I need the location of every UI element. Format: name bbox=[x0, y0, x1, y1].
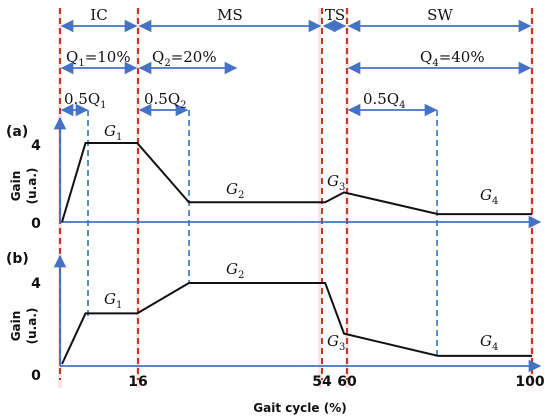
panel-a-tag: (a) bbox=[6, 124, 28, 140]
phase-label-sw: SW bbox=[427, 6, 453, 24]
q1-label: Q1=10% bbox=[66, 48, 131, 69]
guide-lines bbox=[87, 110, 438, 358]
panel-b-gain-curve bbox=[61, 282, 532, 365]
panel-b-label-g3: G3 bbox=[327, 332, 345, 353]
panel-b-label-g2: G2 bbox=[226, 260, 244, 281]
x-tick-100: 100 bbox=[515, 374, 544, 390]
x-tick-60: 60 bbox=[337, 374, 357, 390]
phase-label-ic: IC bbox=[90, 6, 107, 24]
panel-a-axes bbox=[53, 116, 542, 229]
panel-a-gain-curve bbox=[61, 142, 532, 223]
x-axis-title: Gait cycle (%) bbox=[253, 401, 346, 415]
panel-b-gain-title: Gain bbox=[9, 311, 23, 342]
panel-a-y-tick-top: 4 bbox=[31, 138, 41, 154]
q2-label: Q2=20% bbox=[152, 48, 217, 69]
half-q4-label: 0.5Q4 bbox=[363, 90, 406, 111]
panel-a-gain-title: Gain bbox=[9, 171, 23, 202]
panel-a-y-tick-zero: 0 bbox=[31, 216, 41, 232]
panel-b-y-tick-top: 4 bbox=[31, 276, 41, 292]
panel-b-label-g4: G4 bbox=[480, 332, 498, 353]
panel-b-label-g1: G1 bbox=[104, 290, 122, 311]
phase-label-ts: TS bbox=[325, 6, 345, 24]
half-q1-label: 0.5Q1 bbox=[64, 90, 107, 111]
panel-a-label-g1: G1 bbox=[104, 122, 122, 143]
panel-b-unit-title: (u.a.) bbox=[25, 308, 39, 345]
panel-a-label-g4: G4 bbox=[480, 186, 498, 207]
panel-a-unit-title: (u.a.) bbox=[25, 168, 39, 205]
panel-a-label-g2: G2 bbox=[226, 180, 244, 201]
panel-b-y-tick-zero: 0 bbox=[31, 368, 41, 384]
half-q2-label: 0.5Q2 bbox=[144, 90, 187, 111]
panel-b-axes bbox=[53, 254, 542, 373]
q4-label: Q4=40% bbox=[420, 48, 485, 69]
panel-a-label-g3: G3 bbox=[327, 172, 345, 193]
phase-label-ms: MS bbox=[217, 6, 243, 24]
x-tick-16: 16 bbox=[128, 374, 147, 390]
x-tick-54: 54 bbox=[312, 374, 332, 390]
panel-b-tag: (b) bbox=[6, 251, 29, 267]
